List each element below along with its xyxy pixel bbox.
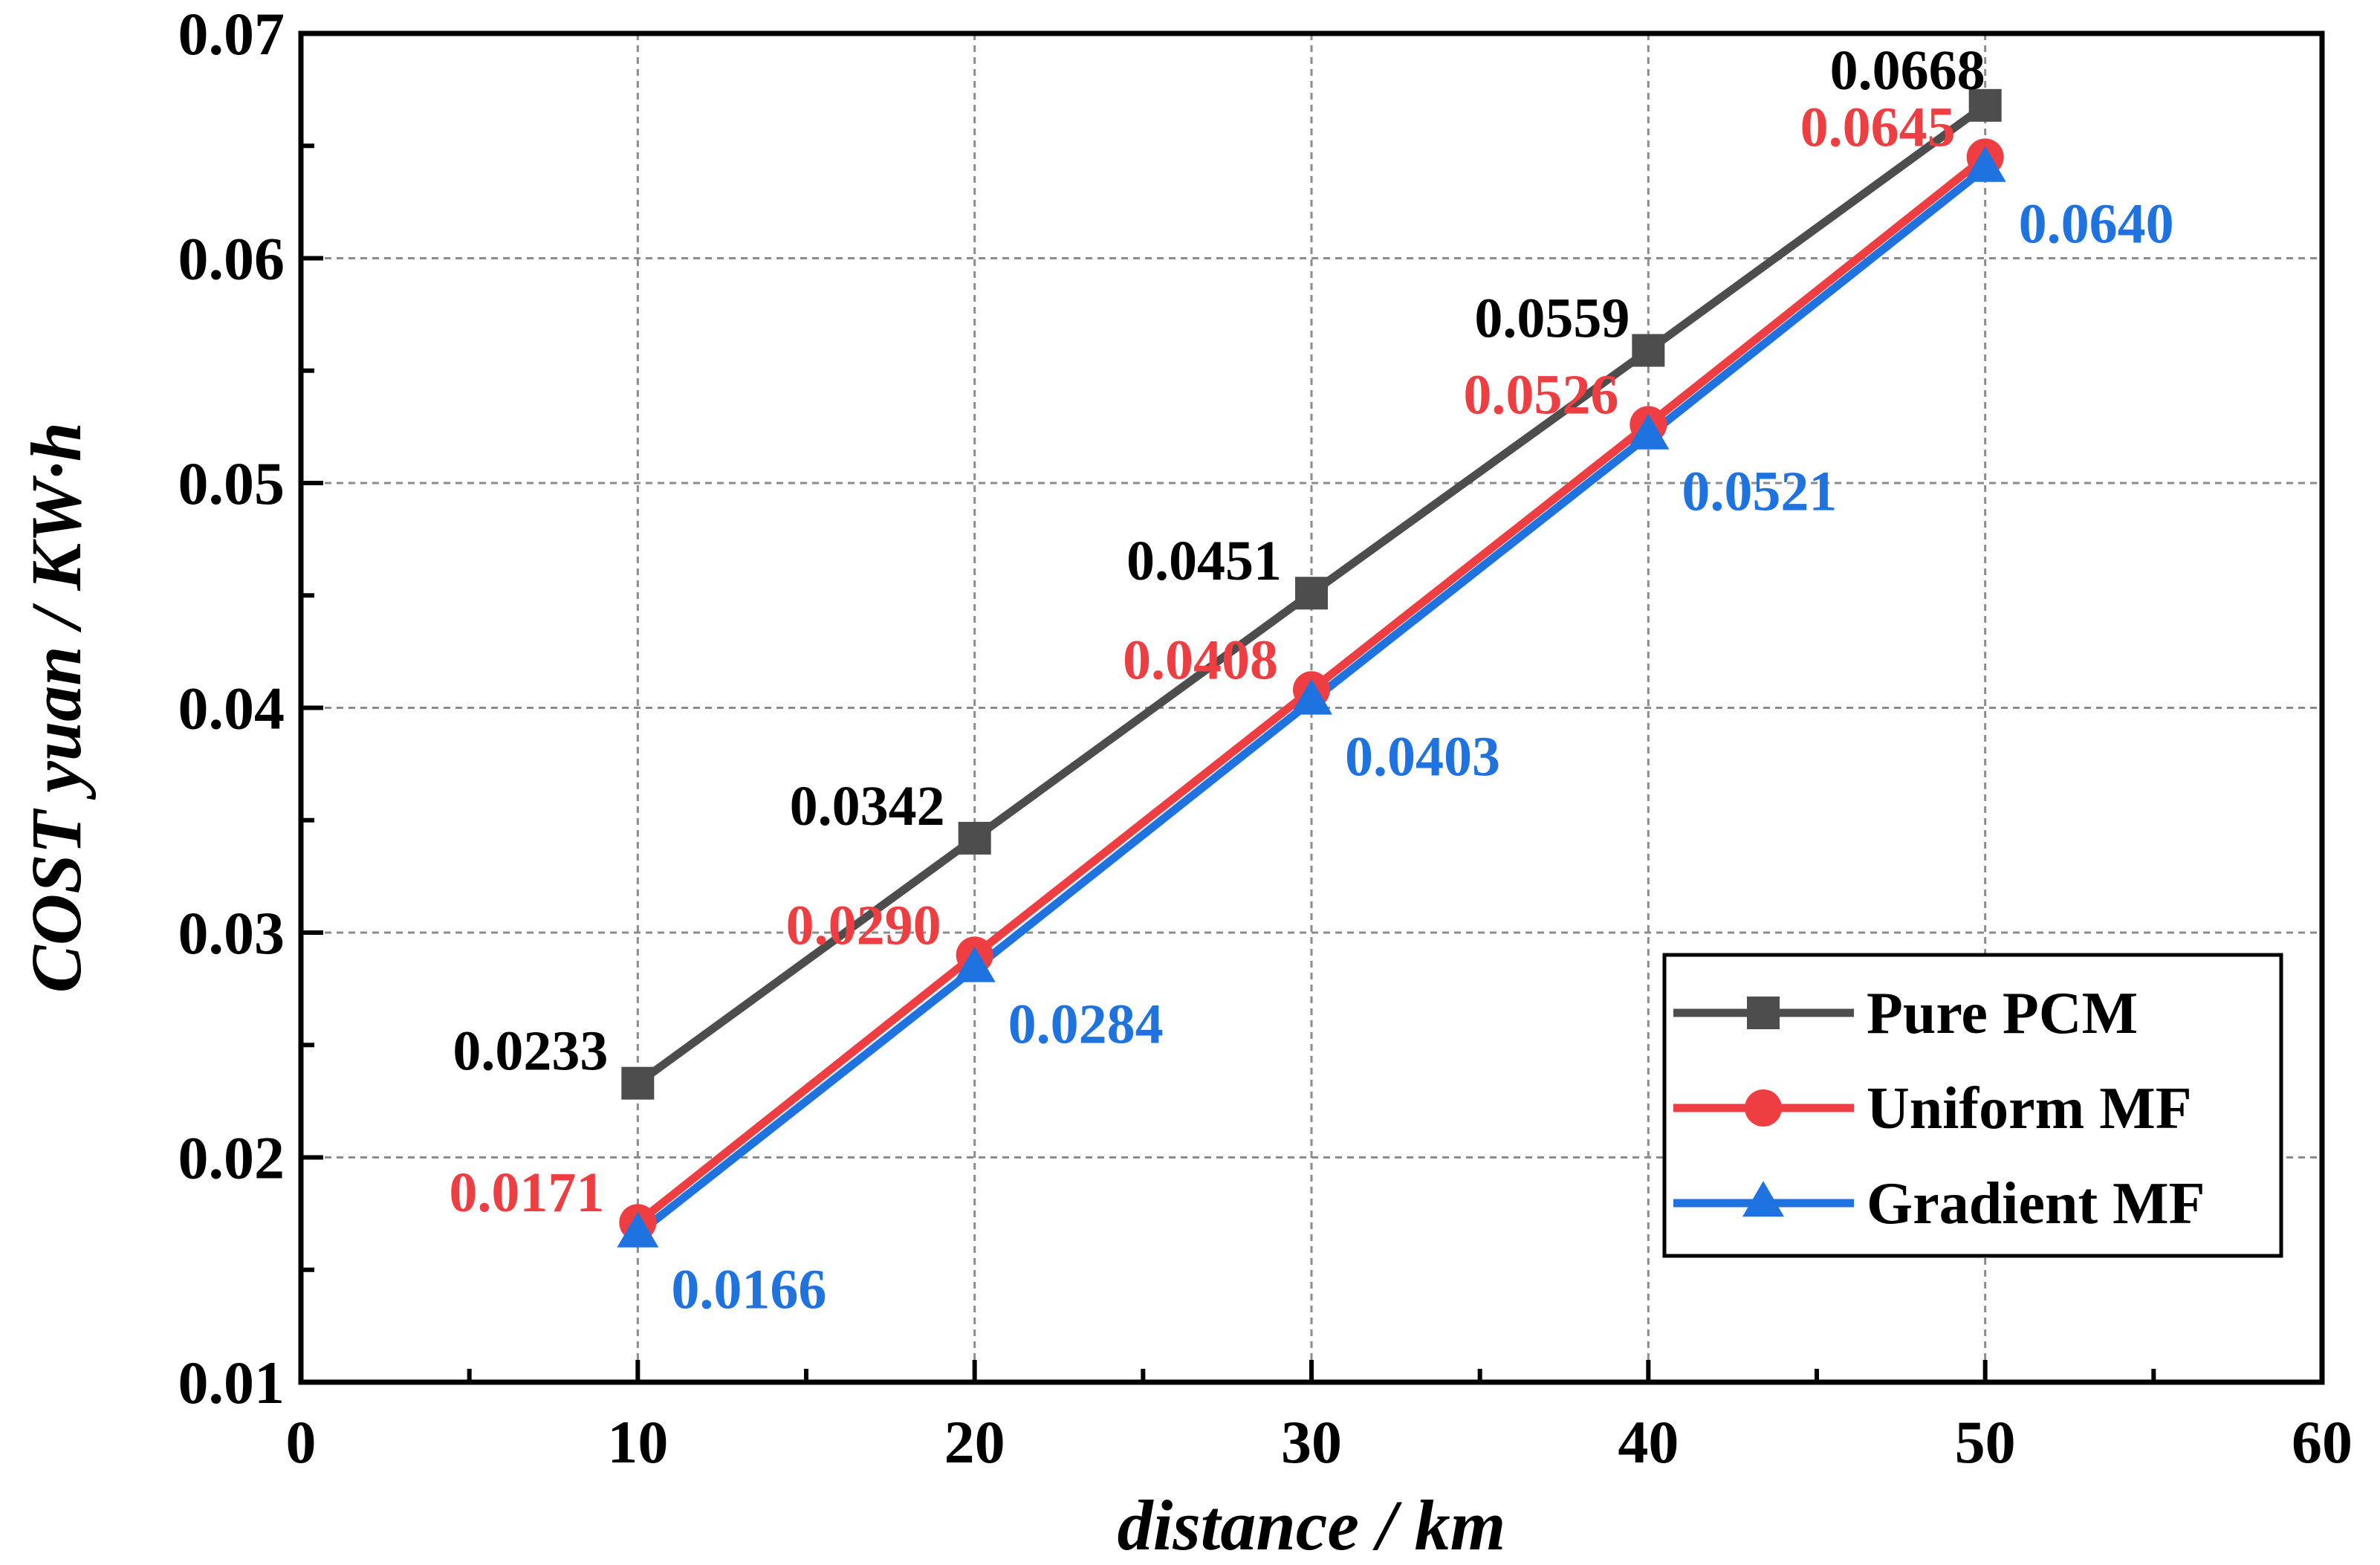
legend: Pure PCM Uniform MF Gradient MF [1662, 953, 2283, 1258]
x-axis-label: distance / km [1118, 1485, 1506, 1565]
data-label: 0.0290 [786, 894, 941, 956]
legend-label: Gradient MF [1867, 1171, 2205, 1237]
data-labels: 0.0233 0.0342 0.0451 0.0559 0.0668 0.0171 0.02… [449, 39, 2173, 1321]
legend-label: Uniform MF [1867, 1076, 2192, 1141]
x-tick-label: 0 [286, 1408, 317, 1476]
data-label: 0.0640 [2019, 193, 2174, 256]
tick-labels: 0 10 20 30 40 50 60 0.01 0.02 0.03 0.04 0.05 0.06 0.0… [178, 0, 2353, 1476]
x-tick-label: 60 [2292, 1408, 2353, 1476]
data-point [621, 1066, 655, 1100]
data-point [1291, 678, 1332, 715]
y-tick-label: 0.06 [178, 225, 285, 293]
data-point [958, 821, 991, 855]
data-label: 0.0284 [1008, 993, 1164, 1055]
legend-marker [1747, 997, 1780, 1029]
y-tick-label: 0.02 [178, 1124, 285, 1192]
plot-frame [298, 30, 2325, 1385]
y-tick-label: 0.01 [178, 1349, 285, 1416]
data-label: 0.0171 [449, 1161, 604, 1224]
y-axis-label: COST yuan / KW·h [16, 422, 96, 993]
data-label: 0.0408 [1123, 629, 1278, 691]
x-tick-label: 30 [1281, 1408, 1342, 1476]
data-point [1964, 146, 2006, 182]
data-point [617, 1211, 659, 1248]
data-label: 0.0166 [671, 1258, 826, 1321]
data-label: 0.0668 [1830, 39, 1985, 102]
x-tick-label: 20 [944, 1408, 1005, 1476]
data-label: 0.0559 [1474, 288, 1630, 350]
data-label: 0.0521 [1682, 460, 1837, 522]
data-label: 0.0451 [1126, 530, 1282, 592]
data-label: 0.0403 [1345, 725, 1500, 788]
x-tick-label: 40 [1618, 1408, 1679, 1476]
legend-label: Pure PCM [1867, 981, 2138, 1046]
data-point [1627, 413, 1670, 450]
y-tick-label: 0.07 [178, 0, 285, 68]
y-tick-label: 0.03 [178, 899, 285, 967]
y-tick-label: 0.04 [178, 675, 285, 742]
data-point [953, 946, 996, 982]
data-label: 0.0526 [1463, 363, 1618, 426]
legend-marker [1742, 1181, 1784, 1217]
data-label: 0.0342 [790, 775, 945, 837]
data-label: 0.0233 [453, 1020, 608, 1083]
data-point [1968, 88, 2002, 122]
legend-marker [1745, 1089, 1782, 1127]
data-point [1632, 334, 1665, 367]
y-tick-label: 0.05 [178, 450, 285, 517]
data-label: 0.0645 [1800, 96, 1956, 158]
series-markers [617, 88, 2006, 1248]
x-tick-label: 50 [1955, 1408, 2016, 1476]
x-tick-label: 10 [607, 1408, 668, 1476]
data-point [1295, 577, 1328, 610]
